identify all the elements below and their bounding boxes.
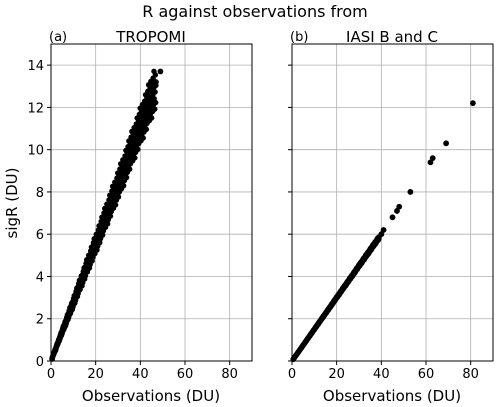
panel-iasi: (b) IASI B and C 0 20 40 60 80 Observations … — [288, 28, 494, 405]
y-tick-label: 10 — [27, 144, 44, 159]
data-point — [97, 227, 104, 233]
y-tick-label: 0 — [36, 355, 44, 370]
x-tick-label: 80 — [221, 367, 238, 382]
data-point — [70, 298, 77, 305]
data-point — [97, 239, 103, 246]
data-point — [429, 155, 436, 162]
data-point — [74, 288, 81, 295]
data-point — [149, 115, 155, 121]
data-point — [61, 324, 68, 331]
x-tick-label: 20 — [328, 367, 345, 382]
data-point — [92, 239, 99, 246]
data-point — [106, 203, 112, 210]
data-point — [126, 166, 133, 172]
data-point — [119, 167, 126, 174]
panel-title-tropomi: TROPOMI — [115, 28, 186, 46]
x-tick-label: 0 — [47, 367, 55, 382]
data-point — [153, 79, 159, 85]
data-point — [132, 155, 138, 161]
data-point — [157, 68, 164, 75]
data-point — [79, 275, 86, 282]
x-tick-label: 0 — [288, 367, 296, 382]
y-tick-label: 8 — [36, 186, 44, 201]
data-point — [152, 99, 159, 106]
data-point — [110, 189, 117, 195]
plot-area-tropomi: 0 20 40 60 80 0 2 4 6 8 10 12 14 — [27, 43, 253, 382]
data-point — [137, 117, 144, 123]
plot-area-iasi: 0 20 40 60 80 — [288, 43, 494, 382]
data-point — [123, 174, 130, 181]
axes-frame — [50, 43, 253, 362]
x-tick-label: 40 — [132, 367, 149, 382]
data-point — [65, 311, 72, 318]
x-tick-label: 60 — [418, 367, 435, 382]
y-tick-label: 2 — [36, 313, 44, 328]
data-point — [115, 178, 121, 185]
data-point — [152, 106, 158, 112]
data-point — [128, 142, 135, 149]
data-point — [152, 72, 159, 78]
data-point — [124, 153, 130, 159]
data-point — [396, 203, 403, 210]
data-point — [407, 189, 414, 195]
panel-title-iasi: IASI B and C — [346, 28, 438, 46]
data-point — [57, 334, 63, 341]
panel-label-a: (a) — [49, 30, 67, 45]
figure-title: R against observations from — [142, 2, 368, 21]
data-point — [88, 252, 95, 259]
data-point — [120, 182, 127, 189]
y-tick-label: 4 — [36, 270, 44, 285]
data-point — [83, 263, 90, 269]
x-axis-label-tropomi: Observations (DU) — [82, 387, 220, 405]
x-tick-label: 20 — [87, 367, 104, 382]
data-point — [112, 202, 119, 208]
y-tick-label: 6 — [36, 228, 44, 243]
data-point — [149, 89, 156, 96]
data-point — [135, 146, 141, 153]
x-tick-label: 40 — [373, 367, 390, 382]
data-point — [141, 106, 148, 113]
panel-label-b: (b) — [290, 30, 308, 45]
axes-frame — [291, 43, 494, 362]
data-point — [380, 227, 387, 233]
data-point — [101, 216, 108, 223]
data-point — [146, 93, 153, 100]
y-axis-label: sigR (DU) — [3, 168, 21, 239]
y-tick-label: 14 — [27, 59, 44, 74]
data-point — [115, 194, 122, 200]
data-point — [107, 213, 114, 219]
x-tick-label: 80 — [462, 367, 479, 382]
panel-tropomi: (a) TROPOMI 0 20 40 60 80 0 2 4 6 8 10 12 14 Observa… — [3, 28, 253, 405]
x-tick-label: 60 — [177, 367, 194, 382]
x-axis-label-iasi: Observations (DU) — [323, 387, 461, 405]
data-point — [140, 135, 146, 141]
data-point — [389, 214, 396, 221]
data-point — [143, 126, 150, 133]
data-point — [132, 129, 139, 136]
data-point — [104, 221, 111, 227]
data-point — [443, 140, 449, 147]
y-tick-label: 12 — [27, 101, 44, 116]
data-point — [470, 100, 476, 107]
data-point — [99, 232, 106, 238]
data-point — [52, 347, 59, 354]
